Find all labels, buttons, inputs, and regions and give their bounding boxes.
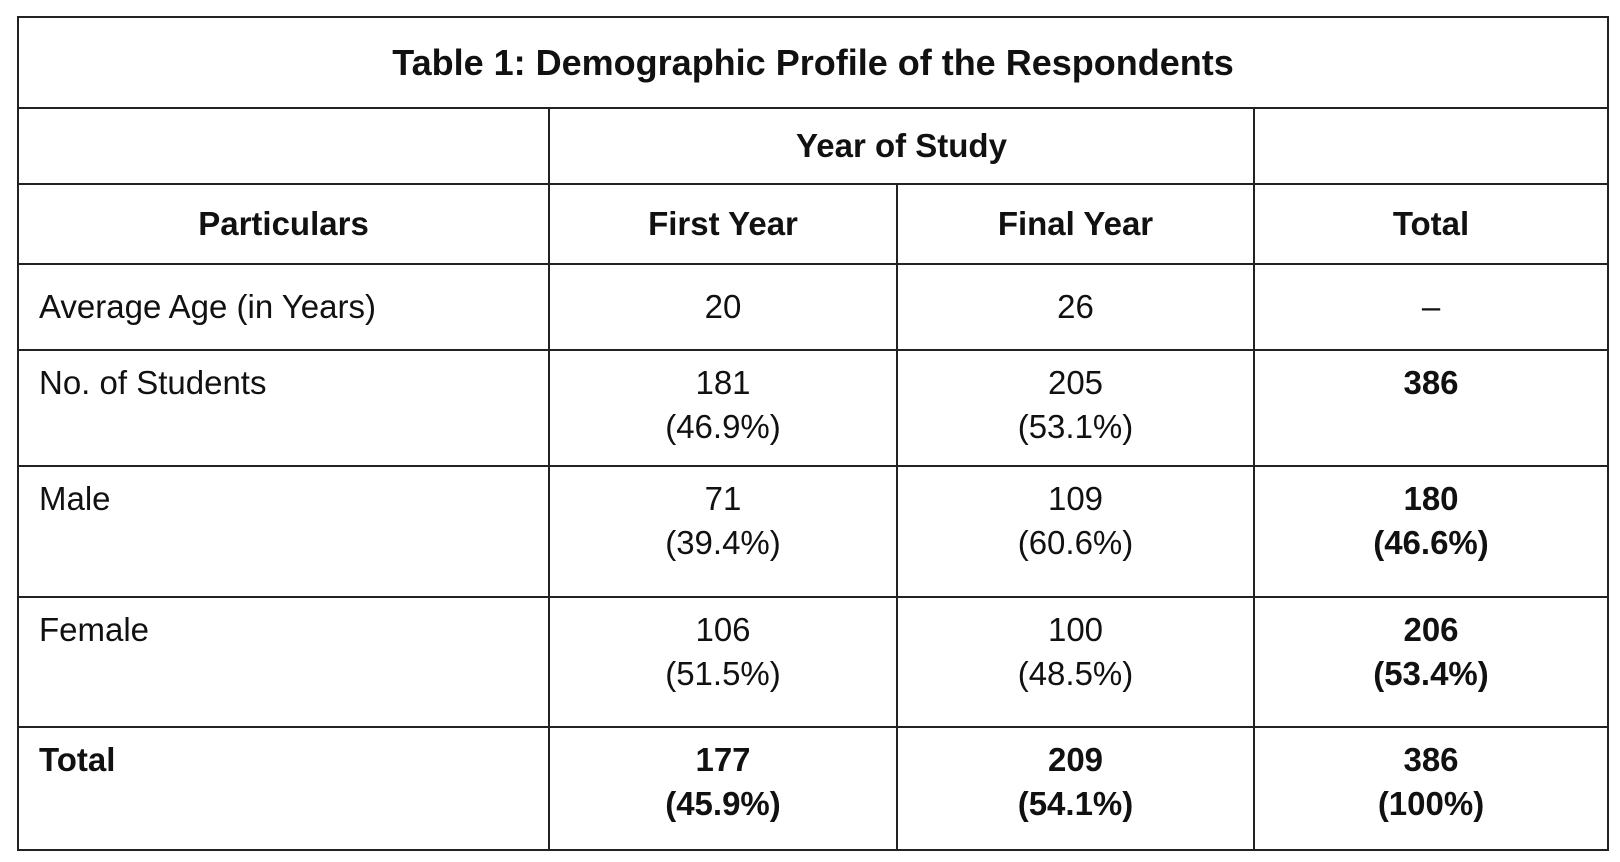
value: 180 xyxy=(1403,480,1459,517)
value: 109 xyxy=(1047,480,1104,517)
percent: (46.6%) xyxy=(1373,524,1489,561)
value: 71 xyxy=(704,480,742,517)
percent: (54.1%) xyxy=(1017,785,1134,822)
percent: (48.5%) xyxy=(1017,655,1134,692)
value: 106 xyxy=(695,611,751,648)
percent: (53.1%) xyxy=(1017,408,1134,445)
table-row: Male 71 (39.4%) 109 (60.6%) 180 (46.6%) xyxy=(17,465,1610,598)
row-label: Total xyxy=(17,726,550,851)
col-header-final-year: Final Year xyxy=(896,183,1255,265)
percent: (45.9%) xyxy=(665,785,781,822)
percent: (39.4%) xyxy=(665,524,781,561)
col-header-first-year: First Year xyxy=(548,183,898,265)
value: 181 xyxy=(695,364,751,401)
value: 177 xyxy=(695,741,751,778)
first-year-cell: 181 (46.9%) xyxy=(548,349,898,467)
table-row: Average Age (in Years) 20 26 – xyxy=(17,263,1610,351)
percent: (46.9%) xyxy=(665,408,781,445)
first-year-cell: 177 (45.9%) xyxy=(548,726,898,851)
table-title: Table 1: Demographic Profile of the Resp… xyxy=(16,16,1610,109)
row-label: No. of Students xyxy=(17,349,550,467)
table-row-total: Total 177 (45.9%) 209 (54.1%) 386 (100%) xyxy=(17,726,1610,851)
final-year-value: 26 xyxy=(896,263,1255,351)
first-year-cell: 106 (51.5%) xyxy=(548,596,898,728)
total-cell: 386 (100%) xyxy=(1252,726,1610,851)
value: 209 xyxy=(1047,741,1104,778)
first-year-cell: 71 (39.4%) xyxy=(548,465,898,598)
total-value: – xyxy=(1252,263,1610,351)
year-of-study-header: Year of Study xyxy=(548,107,1255,185)
table-row: No. of Students 181 (46.9%) 205 (53.1%) 38… xyxy=(17,349,1610,467)
row-label: Female xyxy=(17,596,550,728)
empty-cell xyxy=(17,107,550,185)
col-header-particulars: Particulars xyxy=(17,183,550,265)
col-header-total: Total xyxy=(1252,183,1610,265)
value: 100 xyxy=(1047,611,1104,648)
value: 205 xyxy=(1047,364,1104,401)
value: 386 xyxy=(1403,364,1459,401)
total-cell: 180 (46.6%) xyxy=(1252,465,1610,598)
percent: (51.5%) xyxy=(665,655,781,692)
value: 206 xyxy=(1403,611,1459,648)
table-row: Female 106 (51.5%) 100 (48.5%) 206 (53.4%) xyxy=(17,596,1610,728)
final-year-cell: 100 (48.5%) xyxy=(896,596,1255,728)
percent: (100%) xyxy=(1377,785,1485,822)
final-year-cell: 205 (53.1%) xyxy=(896,349,1255,467)
final-year-cell: 209 (54.1%) xyxy=(896,726,1255,851)
row-label: Average Age (in Years) xyxy=(17,263,550,351)
total-cell: 206 (53.4%) xyxy=(1252,596,1610,728)
row-label: Male xyxy=(17,465,550,598)
value: 386 xyxy=(1403,741,1459,778)
percent: (60.6%) xyxy=(1017,524,1134,561)
total-cell: 386 xyxy=(1252,349,1610,467)
empty-cell xyxy=(1252,107,1610,185)
final-year-cell: 109 (60.6%) xyxy=(896,465,1255,598)
percent: (53.4%) xyxy=(1373,655,1489,692)
first-year-value: 20 xyxy=(548,263,898,351)
demographic-table: Table 1: Demographic Profile of the Resp… xyxy=(16,16,1610,851)
